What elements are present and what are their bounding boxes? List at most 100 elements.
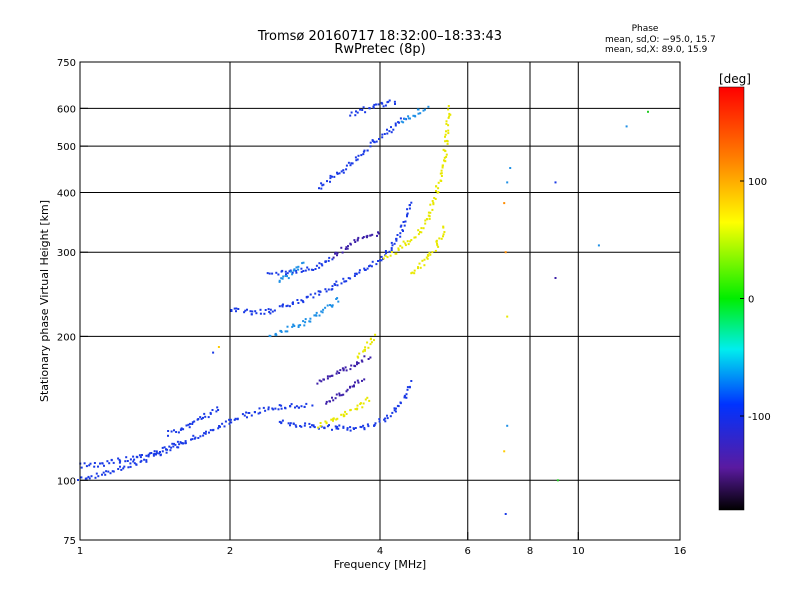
data-point — [440, 237, 443, 240]
data-point — [371, 139, 374, 142]
data-point — [127, 466, 130, 469]
data-point — [426, 253, 429, 256]
data-point — [402, 240, 405, 243]
data-point — [335, 280, 338, 283]
data-point — [437, 181, 440, 184]
data-point — [425, 256, 428, 259]
data-point — [373, 424, 376, 426]
data-point — [318, 262, 321, 265]
data-point — [233, 418, 236, 421]
data-point — [209, 411, 212, 414]
data-point — [372, 105, 375, 108]
data-point — [329, 177, 332, 180]
data-point — [170, 446, 173, 449]
data-point — [375, 103, 377, 106]
data-point — [80, 466, 83, 469]
data-point — [309, 426, 312, 429]
data-point — [364, 346, 367, 349]
data-point — [342, 169, 345, 172]
data-point — [400, 120, 403, 123]
data-point — [355, 110, 357, 113]
data-point — [383, 418, 386, 421]
data-point — [333, 283, 336, 285]
data-point — [191, 423, 194, 425]
data-point — [647, 110, 649, 113]
data-point — [506, 424, 509, 427]
data-point — [363, 428, 366, 431]
data-point — [202, 434, 205, 437]
data-point — [324, 306, 327, 309]
data-point — [280, 421, 283, 424]
data-point — [362, 153, 365, 156]
data-point — [326, 425, 329, 428]
data-point — [386, 132, 389, 135]
data-point — [369, 145, 372, 148]
data-point — [312, 269, 315, 271]
phase-x-stats: mean, sd,X: 89.0, 15.9 — [605, 45, 708, 55]
data-point — [357, 236, 360, 239]
data-point — [345, 413, 348, 415]
data-point — [251, 310, 254, 313]
data-point — [447, 105, 450, 107]
data-point — [445, 153, 448, 156]
data-point — [340, 170, 343, 173]
data-point — [324, 420, 327, 423]
data-point — [446, 142, 449, 145]
data-point — [447, 129, 450, 132]
data-point — [448, 112, 451, 115]
data-point — [361, 406, 364, 409]
data-point — [345, 390, 348, 393]
data-point — [280, 404, 283, 407]
data-point — [117, 468, 120, 470]
data-point — [367, 425, 370, 428]
data-point — [343, 280, 346, 283]
data-point — [448, 115, 451, 118]
data-point — [169, 449, 172, 452]
data-point — [345, 164, 348, 167]
data-point — [406, 213, 409, 216]
data-point — [369, 356, 372, 359]
data-point — [340, 413, 343, 416]
data-point — [182, 428, 185, 431]
data-point — [410, 272, 413, 275]
data-point — [85, 477, 88, 480]
x-tick-label: 6 — [465, 546, 471, 557]
data-point — [358, 269, 361, 272]
data-point — [259, 312, 262, 315]
data-point — [382, 105, 385, 108]
data-point — [300, 270, 303, 273]
data-point — [369, 264, 372, 267]
data-point — [278, 305, 281, 308]
data-point — [419, 112, 422, 115]
data-point — [410, 201, 413, 204]
data-point — [392, 128, 395, 131]
data-point — [356, 158, 359, 161]
data-point — [390, 126, 392, 129]
data-point — [335, 393, 338, 396]
data-point — [174, 443, 177, 446]
data-point — [304, 321, 307, 324]
data-point — [374, 333, 377, 336]
data-point — [356, 363, 358, 366]
data-point — [389, 254, 392, 257]
data-point — [413, 269, 416, 272]
data-point — [444, 140, 447, 143]
data-point — [366, 396, 369, 399]
data-point — [356, 111, 359, 114]
data-point — [306, 266, 309, 269]
data-point — [155, 450, 158, 453]
data-point — [345, 369, 348, 372]
data-point — [230, 421, 233, 424]
data-point — [274, 407, 277, 410]
data-point — [506, 181, 509, 184]
data-point — [328, 256, 331, 259]
data-point — [409, 240, 412, 243]
data-point — [318, 187, 320, 190]
data-point — [376, 234, 378, 237]
data-point — [124, 460, 127, 463]
data-point — [290, 403, 293, 406]
data-point — [141, 454, 143, 456]
data-point — [360, 154, 363, 157]
data-point — [297, 302, 300, 304]
data-point — [342, 171, 345, 174]
